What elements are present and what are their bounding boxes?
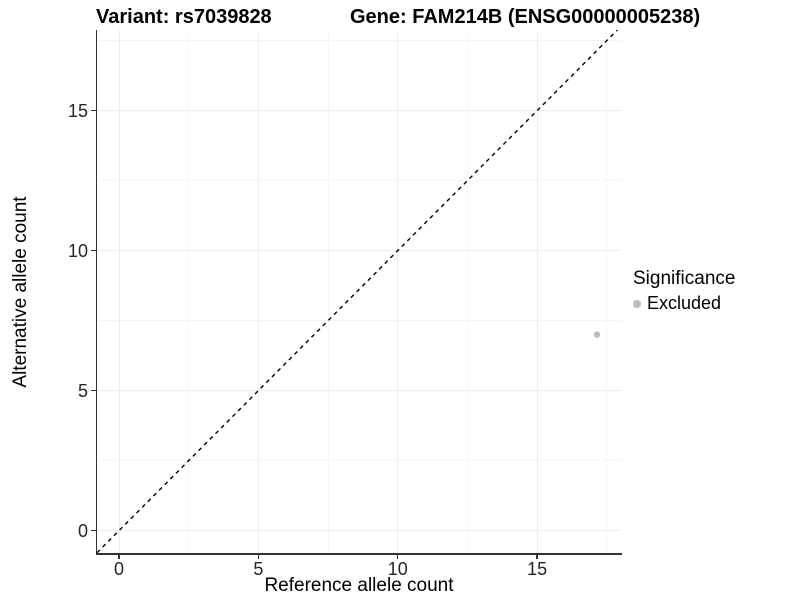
gridline-y-minor <box>97 40 621 42</box>
legend: Significance Excluded <box>633 268 735 314</box>
gridline-x-minor <box>606 30 608 553</box>
y-tick <box>91 529 97 532</box>
legend-entry-label: Excluded <box>647 293 722 313</box>
x-axis-title: Reference allele count <box>264 575 454 596</box>
y-tick-label: 5 <box>77 380 88 401</box>
legend-entry-excluded: Excluded <box>633 293 735 314</box>
plot-canvas <box>97 30 618 553</box>
y-tick <box>91 389 97 392</box>
x-axis-line <box>95 553 622 555</box>
y-tick-label: 15 <box>67 100 88 121</box>
gridline-y-major <box>97 390 621 392</box>
x-tick-label: 10 <box>387 559 408 579</box>
gridline-y-major <box>97 530 621 532</box>
gridline-x-major <box>257 30 259 553</box>
gridline-x-minor <box>188 30 190 553</box>
gridline-x-major <box>536 30 538 553</box>
y-tick-label: 10 <box>67 240 88 261</box>
gridline-y-minor <box>97 320 621 322</box>
x-tick <box>257 553 260 559</box>
y-tick-label: 0 <box>77 520 88 541</box>
x-tick-label: 5 <box>253 559 264 579</box>
x-tick <box>118 553 120 559</box>
excluded-point-swatch-icon <box>633 299 641 308</box>
gridline-y-major <box>97 250 621 252</box>
data-point <box>593 331 601 338</box>
legend-title: Significance <box>633 268 736 289</box>
y-tick <box>91 109 97 112</box>
y-axis-title: Alternative allele count <box>10 196 31 388</box>
x-tick <box>536 553 538 559</box>
identity-reference-line <box>97 30 618 553</box>
y-axis-line <box>95 30 97 555</box>
variant-title: Variant: rs7039828 <box>96 6 272 28</box>
gridline-x-minor <box>466 30 468 553</box>
x-tick-label: 15 <box>527 559 548 579</box>
gene-title: Gene: FAM214B (ENSG00000005238) <box>350 6 701 28</box>
gridline-y-minor <box>97 460 621 462</box>
gridline-x-minor <box>327 30 329 553</box>
gridline-y-major <box>97 110 621 112</box>
plot-panel <box>97 30 621 553</box>
x-tick <box>396 553 399 559</box>
gridline-x-major <box>397 30 399 553</box>
y-tick <box>91 249 97 252</box>
x-tick-label: 0 <box>114 559 125 579</box>
gridline-y-minor <box>97 180 621 182</box>
gridline-x-major <box>118 30 120 553</box>
